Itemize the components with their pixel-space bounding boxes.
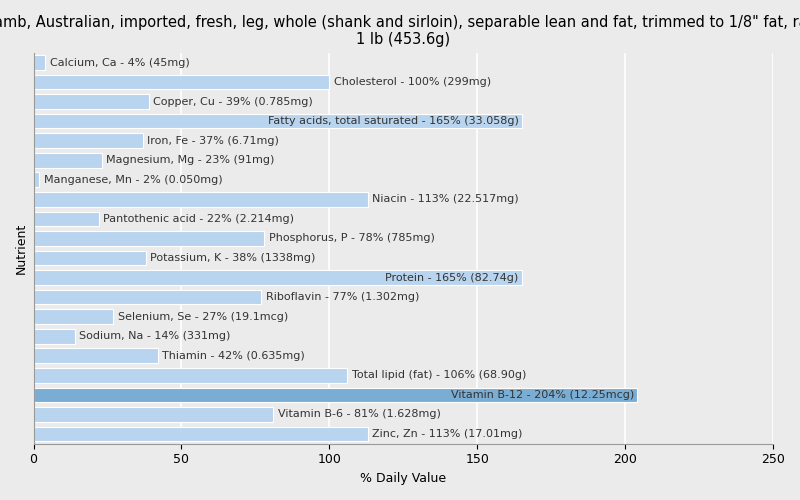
Text: Vitamin B-12 - 204% (12.25mcg): Vitamin B-12 - 204% (12.25mcg) [450, 390, 634, 400]
Bar [34, 134, 143, 148]
Bar [34, 270, 522, 285]
Text: Manganese, Mn - 2% (0.050mg): Manganese, Mn - 2% (0.050mg) [44, 175, 222, 185]
Text: Selenium, Se - 27% (19.1mcg): Selenium, Se - 27% (19.1mcg) [118, 312, 288, 322]
Bar [34, 231, 264, 246]
Bar [34, 212, 98, 226]
Text: Potassium, K - 38% (1338mg): Potassium, K - 38% (1338mg) [150, 253, 316, 263]
Bar [34, 310, 114, 324]
Title: Lamb, Australian, imported, fresh, leg, whole (shank and sirloin), separable lea: Lamb, Australian, imported, fresh, leg, … [0, 15, 800, 48]
Text: Fatty acids, total saturated - 165% (33.058g): Fatty acids, total saturated - 165% (33.… [268, 116, 518, 126]
Text: Riboflavin - 77% (1.302mg): Riboflavin - 77% (1.302mg) [266, 292, 419, 302]
Bar [34, 407, 273, 422]
Text: Sodium, Na - 14% (331mg): Sodium, Na - 14% (331mg) [79, 331, 230, 341]
Text: Vitamin B-6 - 81% (1.628mg): Vitamin B-6 - 81% (1.628mg) [278, 410, 441, 420]
Bar [34, 74, 330, 90]
Text: Zinc, Zn - 113% (17.01mg): Zinc, Zn - 113% (17.01mg) [372, 429, 522, 439]
Text: Copper, Cu - 39% (0.785mg): Copper, Cu - 39% (0.785mg) [154, 96, 313, 106]
Bar [34, 426, 368, 442]
Bar [34, 94, 149, 109]
Bar [34, 55, 46, 70]
Bar [34, 290, 262, 304]
Text: Phosphorus, P - 78% (785mg): Phosphorus, P - 78% (785mg) [269, 234, 434, 243]
Bar [34, 172, 39, 187]
Text: Calcium, Ca - 4% (45mg): Calcium, Ca - 4% (45mg) [50, 58, 190, 68]
Text: Iron, Fe - 37% (6.71mg): Iron, Fe - 37% (6.71mg) [147, 136, 279, 145]
Bar [34, 329, 75, 344]
Bar [34, 153, 102, 168]
Bar [34, 192, 368, 206]
Text: Pantothenic acid - 22% (2.214mg): Pantothenic acid - 22% (2.214mg) [103, 214, 294, 224]
Bar [34, 388, 637, 402]
Text: Protein - 165% (82.74g): Protein - 165% (82.74g) [386, 272, 518, 282]
Bar [34, 368, 347, 382]
Text: Thiamin - 42% (0.635mg): Thiamin - 42% (0.635mg) [162, 350, 305, 360]
Text: Cholesterol - 100% (299mg): Cholesterol - 100% (299mg) [334, 77, 491, 87]
Bar [34, 348, 158, 363]
Text: Niacin - 113% (22.517mg): Niacin - 113% (22.517mg) [372, 194, 519, 204]
Y-axis label: Nutrient: Nutrient [15, 222, 28, 274]
Bar [34, 114, 522, 128]
X-axis label: % Daily Value: % Daily Value [360, 472, 446, 485]
Text: Magnesium, Mg - 23% (91mg): Magnesium, Mg - 23% (91mg) [106, 156, 274, 166]
Text: Total lipid (fat) - 106% (68.90g): Total lipid (fat) - 106% (68.90g) [351, 370, 526, 380]
Bar [34, 250, 146, 266]
